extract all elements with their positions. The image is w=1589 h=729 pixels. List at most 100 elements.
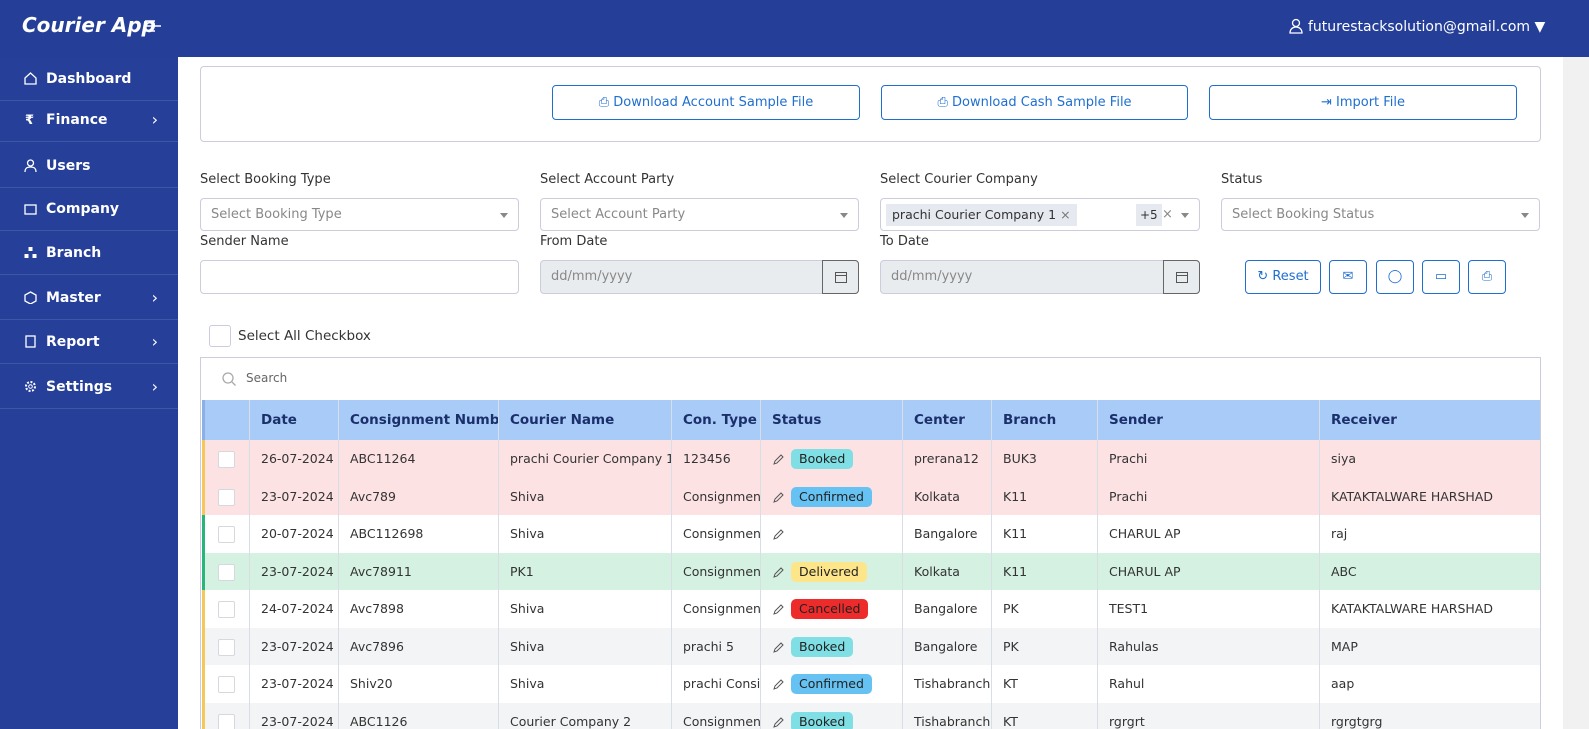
table-cell: Avc7896: [338, 627, 498, 665]
nav-label[interactable]: Report: [46, 334, 100, 350]
nav-item[interactable]: Master ›: [0, 276, 178, 320]
edit-icon[interactable]: [772, 528, 785, 541]
nav-label[interactable]: Branch: [46, 245, 102, 261]
user-email[interactable]: futurestacksolution@gmail.com: [1308, 19, 1531, 35]
table-cell: PK: [991, 627, 1097, 665]
edit-icon[interactable]: [772, 716, 785, 729]
action-button[interactable]: ⎙ Download Account Sample File: [552, 85, 860, 120]
table-row[interactable]: 23-07-2024Avc789ShivaConsignment3 Confirm…: [202, 477, 1540, 516]
table-cell: Tishabranch: [902, 665, 991, 703]
nav-label[interactable]: Dashboard: [46, 71, 132, 87]
whatsapp-button[interactable]: ◯: [1376, 260, 1414, 294]
column-header: Branch: [991, 400, 1097, 440]
table-cell: Rahul: [1097, 665, 1319, 703]
column-header: Con. Type: [671, 400, 760, 440]
table-cell: Bangalore: [902, 515, 991, 553]
select[interactable]: Select Account Party: [540, 198, 859, 231]
edit-icon[interactable]: [772, 641, 785, 654]
checkbox-label[interactable]: Select All Checkbox: [238, 328, 371, 344]
row-checkbox[interactable]: [218, 488, 235, 506]
status-badge: Confirmed: [791, 486, 872, 507]
search-input[interactable]: Search: [246, 371, 288, 385]
placeholder: Select Account Party: [551, 207, 686, 222]
column-header: Status: [760, 400, 902, 440]
table-row[interactable]: 23-07-2024 Avc7896 Shiva prachi 5 Booked Bang…: [202, 627, 1540, 666]
table-row[interactable]: 23-07-2024 ABC1126 Courier Company 2 Consig…: [202, 702, 1540, 729]
action-button[interactable]: ⇥ Import File: [1209, 85, 1517, 120]
edit-icon[interactable]: [772, 603, 785, 616]
clear[interactable]: ×: [1162, 207, 1173, 222]
table-cell: K11: [991, 552, 1097, 590]
calendar-button[interactable]: [1163, 260, 1200, 294]
row-checkbox[interactable]: [218, 563, 235, 581]
placeholder: dd/mm/yyyy: [891, 269, 973, 284]
status-cell: Delivered: [760, 552, 902, 590]
sms-button[interactable]: ▭: [1422, 260, 1460, 294]
date-input[interactable]: dd/mm/yyyy: [540, 260, 859, 294]
status-cell: Booked: [760, 702, 902, 729]
table-cell: Bangalore: [902, 627, 991, 665]
table-cell: ABC11264: [338, 440, 498, 478]
select[interactable]: Select Booking Type: [200, 198, 519, 231]
nav-label[interactable]: Finance: [46, 112, 108, 128]
nav-item[interactable]: Report ›: [0, 320, 178, 364]
table-cell: Bangalore: [902, 590, 991, 628]
action-button[interactable]: ⎙ Download Cash Sample File: [881, 85, 1188, 120]
edit-icon[interactable]: [772, 491, 785, 504]
multi-select[interactable]: prachi Courier Company 1 × +5 ×: [880, 198, 1200, 231]
edit-icon[interactable]: [772, 566, 785, 579]
button-label[interactable]: Import File: [1336, 95, 1406, 110]
reset-button[interactable]: ↻ Reset: [1245, 260, 1321, 294]
nav-label[interactable]: Settings: [46, 379, 113, 395]
table-cell: 23-07-2024: [249, 552, 338, 590]
table-row[interactable]: 24-07-2024Avc7898ShivaConsignment2 Cancel…: [202, 590, 1540, 629]
nav-label[interactable]: Users: [46, 158, 91, 174]
table-row[interactable]: 26-07-2024 ABC11264 prachi Courier Company…: [202, 440, 1540, 479]
table-cell: Prachi: [1097, 477, 1319, 515]
table-cell: Shiva: [498, 665, 671, 703]
row-checkbox[interactable]: [218, 638, 235, 656]
row-checkbox[interactable]: [218, 451, 235, 468]
table-cell: PK: [991, 590, 1097, 628]
button-label[interactable]: Download Account Sample File: [613, 95, 814, 110]
table-cell: Shiva: [498, 590, 671, 628]
text-input[interactable]: [200, 260, 519, 294]
table-row[interactable]: 20-07-2024ABC112698ShivaConsignment3 Bang…: [202, 515, 1540, 554]
user-icon: [1289, 18, 1303, 34]
nav-item[interactable]: ₹ Finance ›: [0, 98, 178, 142]
column-header: Courier Name: [498, 400, 671, 440]
chip-label: prachi Courier Company 1: [892, 207, 1057, 222]
menu-toggle[interactable]: [145, 19, 161, 33]
nav-label[interactable]: Master: [46, 290, 101, 306]
row-checkbox[interactable]: [218, 676, 235, 693]
user-menu[interactable]: futurestacksolution@gmail.com ▼: [1308, 19, 1546, 35]
sidebar: Dashboard ₹ Finance › Users Company Branch…: [0, 57, 178, 729]
nav-item[interactable]: Users: [0, 144, 178, 188]
edit-icon[interactable]: [772, 453, 785, 466]
nav-item[interactable]: Company: [0, 187, 178, 231]
row-checkbox[interactable]: [218, 713, 235, 729]
nav-item[interactable]: Dashboard: [0, 57, 178, 101]
button-label[interactable]: Download Cash Sample File: [951, 95, 1132, 110]
print-button[interactable]: ⎙: [1468, 260, 1506, 294]
select[interactable]: Select Booking Status: [1221, 198, 1540, 231]
table-cell: Tishabranch: [902, 702, 991, 729]
row-checkbox[interactable]: [218, 526, 235, 543]
nav-item[interactable]: Branch: [0, 231, 178, 275]
placeholder: Select Booking Status: [1232, 207, 1375, 222]
table-row[interactable]: 23-07-2024Avc78911PK1Consignment2 Deliver…: [202, 552, 1540, 591]
nav-item[interactable]: Settings ›: [0, 365, 178, 409]
button-label[interactable]: Reset: [1272, 269, 1309, 284]
row-checkbox[interactable]: [218, 601, 235, 618]
field-label: From Date: [540, 234, 608, 249]
table-cell: K11: [991, 515, 1097, 553]
nav-label[interactable]: Company: [46, 201, 120, 217]
checkbox[interactable]: [209, 325, 231, 347]
date-input[interactable]: dd/mm/yyyy: [880, 260, 1200, 294]
edit-icon[interactable]: [772, 678, 785, 691]
scrollbar[interactable]: [1563, 57, 1589, 729]
email-button[interactable]: ✉: [1329, 260, 1367, 294]
calendar-button[interactable]: [822, 260, 859, 294]
column-header: Consignment Number: [338, 400, 498, 440]
